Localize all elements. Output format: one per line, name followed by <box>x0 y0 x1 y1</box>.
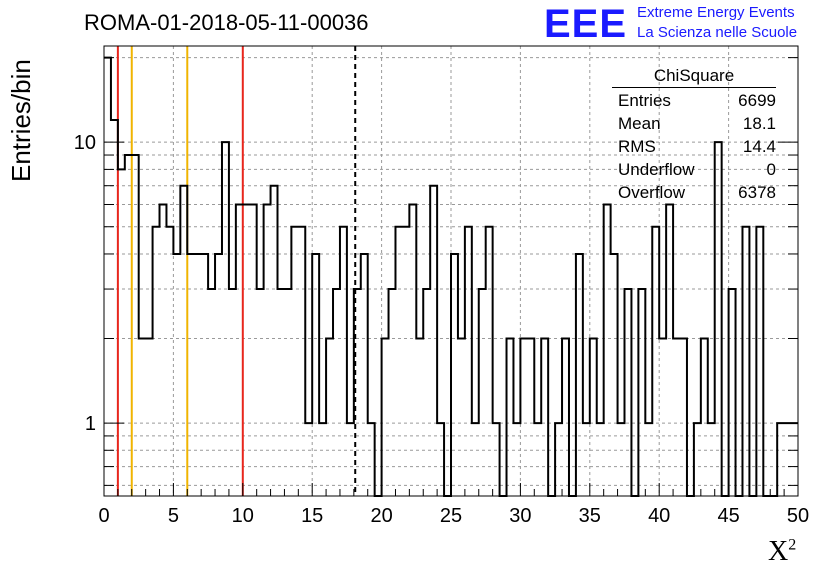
stats-label: Entries <box>618 91 671 110</box>
stats-row: Overflow 6378 <box>612 181 776 204</box>
marker-lines <box>116 46 357 496</box>
stats-box: ChiSquare Entries 6699 Mean 18.1 RMS 14.4 Unde… <box>612 66 776 204</box>
chart-title: ROMA-01-2018-05-11-00036 <box>84 10 369 35</box>
x-tick-label: 0 <box>98 505 109 527</box>
logo-line-1: Extreme Energy Events <box>637 4 795 21</box>
x-tick-label: 20 <box>370 505 392 527</box>
x-tick-label: 35 <box>579 505 601 527</box>
histogram-series <box>104 56 798 497</box>
x-tick-label: 5 <box>168 505 179 527</box>
stats-label: Underflow <box>618 160 695 179</box>
stats-value: 6699 <box>738 91 776 110</box>
y-axis-label: Entries/bin <box>6 59 36 182</box>
stats-row: Mean 18.1 <box>612 112 776 135</box>
x-tick-label: 30 <box>509 505 531 527</box>
x-tick-label: 15 <box>301 505 323 527</box>
y-tick-label: 10 <box>74 132 96 154</box>
stats-value: 6378 <box>738 183 776 202</box>
y-tick-label: 1 <box>85 413 96 435</box>
stats-value: 18.1 <box>742 114 776 133</box>
stats-title: ChiSquare <box>612 66 776 88</box>
stats-value: 14.4 <box>742 137 776 156</box>
x-tick-label: 50 <box>787 505 809 527</box>
eee-logo: EEE <box>544 2 628 46</box>
x-axis: 0 5 10 15 20 25 30 35 40 45 50 <box>98 483 809 527</box>
logo-line-2: La Scienza nelle Scuole <box>637 24 798 41</box>
stats-row: RMS 14.4 <box>612 135 776 158</box>
stats-label: Overflow <box>618 183 686 202</box>
stats-value: 0 <box>766 160 776 179</box>
stats-label: RMS <box>618 137 656 156</box>
stats-row: Underflow 0 <box>612 158 776 181</box>
stats-label: Mean <box>618 114 661 133</box>
stats-row: Entries 6699 <box>612 89 776 112</box>
x-tick-label: 45 <box>717 505 739 527</box>
x-tick-label: 25 <box>440 505 462 527</box>
x-axis-label: X2 <box>768 536 797 567</box>
x-tick-label: 10 <box>232 505 254 527</box>
x-tick-label: 40 <box>648 505 670 527</box>
y-axis: 1 10 <box>74 57 798 486</box>
